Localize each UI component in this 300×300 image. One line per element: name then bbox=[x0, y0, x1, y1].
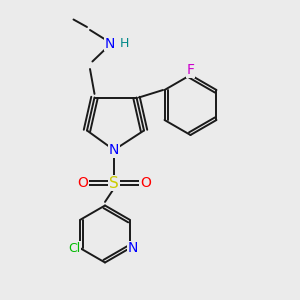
Text: O: O bbox=[77, 176, 88, 190]
Text: N: N bbox=[109, 143, 119, 157]
Text: N: N bbox=[128, 241, 138, 255]
Text: O: O bbox=[140, 176, 151, 190]
Text: Cl: Cl bbox=[68, 242, 80, 255]
Text: N: N bbox=[104, 37, 115, 50]
Text: F: F bbox=[187, 64, 194, 77]
Text: H: H bbox=[120, 37, 129, 50]
Text: S: S bbox=[109, 176, 119, 190]
